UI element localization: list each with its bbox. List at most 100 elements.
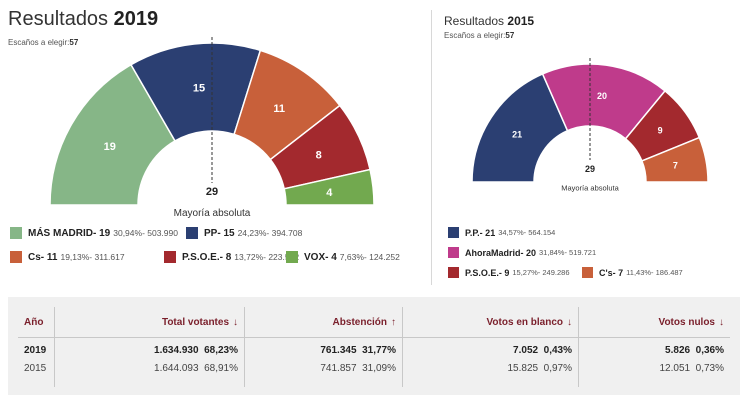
seats-to-elect-2019: Escaños a elegir:57 xyxy=(8,38,78,47)
legend-item-cs: Cs- 11 19,13%- 311.617 xyxy=(10,251,125,263)
value: 741.857 xyxy=(320,363,357,374)
legend-party-label: C's- 7 xyxy=(599,267,624,278)
row-2019-blank-votes: 7.052 0,43% xyxy=(513,345,572,356)
percent: 68,91% xyxy=(204,363,238,374)
arc-seat-label-p-s-o-e: 8 xyxy=(316,149,322,161)
legend-party-label: MÁS MADRID- 19 xyxy=(28,227,111,239)
col-header-null-votes[interactable]: Votos nulos ↓ xyxy=(659,317,724,328)
sort-down-icon[interactable]: ↓ xyxy=(233,317,238,328)
sort-up-icon[interactable]: ↑ xyxy=(391,317,396,328)
legend-detail: 19,13%- 311.617 xyxy=(60,252,125,262)
legend-item-ahoramadrid: AhoraMadrid- 20 31,84%- 519.721 xyxy=(448,247,596,258)
arc-segment-m-s-madrid xyxy=(49,63,177,206)
arc-seat-label-c-s: 7 xyxy=(673,160,678,170)
title-text: Resultados xyxy=(444,14,505,28)
seats-value: 57 xyxy=(69,38,79,47)
legend-party-label: P.S.O.E.- 8 xyxy=(182,251,232,263)
results-2019-title: Resultados 2019 xyxy=(8,8,158,31)
seats-value: 57 xyxy=(505,31,515,40)
col-header-abstention[interactable]: Abstención ↑ xyxy=(333,317,396,328)
column-divider xyxy=(578,307,579,387)
legend-swatch xyxy=(448,227,459,238)
percent: 31,77% xyxy=(362,345,396,356)
results-2019-panel: Resultados 2019 Escaños a elegir:57 19 15… xyxy=(0,0,430,290)
arc-seat-label-cs: 11 xyxy=(273,103,285,115)
legend-party-label: AhoraMadrid- 20 xyxy=(465,247,537,258)
majority-number: 29 xyxy=(585,164,595,174)
row-2019-year: 2019 xyxy=(24,345,47,356)
row-2015-blank-votes: 15.825 0,97% xyxy=(507,363,572,374)
column-divider xyxy=(244,307,245,387)
legend-item-vox: VOX- 4 7,63%- 124.252 xyxy=(286,251,400,263)
legend-detail: 11,43%- 186.487 xyxy=(626,268,683,277)
seats-label: Escaños a elegir: xyxy=(8,38,70,47)
parliament-chart-2019: 19 15 11 8 4 29 Mayoría absoluta xyxy=(49,37,375,219)
value: 1.644.093 xyxy=(154,363,199,374)
sort-down-icon[interactable]: ↓ xyxy=(567,317,572,328)
legend-swatch xyxy=(164,251,176,263)
arc-seat-label-p-s-o-e: 9 xyxy=(658,126,663,136)
row-2015-year: 2015 xyxy=(24,363,47,374)
majority-label: Mayoría absoluta xyxy=(174,208,251,219)
panel-divider xyxy=(431,10,432,285)
value: 12.051 xyxy=(659,363,691,374)
parliament-chart-2015: 21 20 9 7 29 Mayoría absoluta xyxy=(471,58,709,193)
arc-seat-label-vox: 4 xyxy=(326,187,333,199)
title-year: 2019 xyxy=(113,8,159,30)
col-header-label: Total votantes xyxy=(161,317,229,328)
majority-label: Mayoría absoluta xyxy=(561,184,619,193)
arc-segment-c-s xyxy=(640,136,709,183)
percent: 31,09% xyxy=(362,363,396,374)
percent: 0,97% xyxy=(543,363,572,374)
col-header-label: Abstención xyxy=(332,317,387,328)
title-text: Resultados xyxy=(8,8,109,30)
row-2019-abstention: 761.345 31,77% xyxy=(320,345,396,356)
legend-party-label: P.P.- 21 xyxy=(465,227,496,238)
legend-party-label: Cs- 11 xyxy=(28,251,58,263)
arc-seat-label-m-s-madrid: 19 xyxy=(104,141,116,153)
col-header-blank-votes[interactable]: Votos en blanco ↓ xyxy=(487,317,573,328)
arc-seat-label-ahoramadrid: 20 xyxy=(597,91,607,101)
legend-detail: 7,63%- 124.252 xyxy=(339,252,400,262)
value: 1.634.930 xyxy=(154,345,199,356)
legend-detail: 30,94%- 503.990 xyxy=(113,228,178,238)
legend-detail: 31,84%- 519.721 xyxy=(539,248,597,257)
legend-detail: 34,57%- 564.154 xyxy=(498,228,556,237)
col-header-total-voters[interactable]: Total votantes ↓ xyxy=(162,317,238,328)
results-2015-panel: Resultados 2015 Escaños a elegir:57 21 20… xyxy=(432,0,750,290)
legend-swatch xyxy=(10,251,22,263)
legend-swatch xyxy=(448,247,459,258)
row-2019-null-votes: 5.826 0,36% xyxy=(665,345,724,356)
sort-down-icon[interactable]: ↓ xyxy=(719,317,724,328)
legend-item-p-s-o-e: P.S.O.E.- 8 13,72%- 223.582 xyxy=(164,251,299,263)
col-header-label: Votos en blanco xyxy=(486,317,564,328)
legend-swatch xyxy=(186,227,198,239)
column-divider xyxy=(54,307,55,387)
turnout-table: Año Total votantes ↓ Abstención ↑ Votos en… xyxy=(8,297,740,395)
title-year: 2015 xyxy=(507,14,535,28)
value: 15.825 xyxy=(507,363,539,374)
legend-item-m-s-madrid: MÁS MADRID- 19 30,94%- 503.990 xyxy=(10,227,178,239)
percent: 0,43% xyxy=(543,345,572,356)
column-divider xyxy=(402,307,403,387)
legend-item-pp: PP- 15 24,23%- 394.708 xyxy=(186,227,302,239)
arc-seat-label-p-p: 21 xyxy=(512,130,522,140)
col-header-label: Votos nulos xyxy=(658,317,715,328)
legend-detail: 13,72%- 223.582 xyxy=(234,252,300,262)
legend-detail: 24,23%- 394.708 xyxy=(237,228,303,238)
percent: 0,73% xyxy=(695,363,724,374)
legend-party-label: PP- 15 xyxy=(204,227,235,239)
value: 5.826 xyxy=(665,345,691,356)
legend-detail: 15,27%- 249.286 xyxy=(512,268,570,277)
percent: 0,36% xyxy=(695,345,724,356)
row-2019-total-voters: 1.634.930 68,23% xyxy=(154,345,238,356)
header-divider xyxy=(18,337,730,338)
legend-swatch xyxy=(286,251,298,263)
legend-party-label: VOX- 4 xyxy=(304,251,337,263)
col-header-label: Año xyxy=(24,317,44,328)
legend-swatch xyxy=(448,267,459,278)
row-2015-null-votes: 12.051 0,73% xyxy=(659,363,724,374)
seats-to-elect-2015: Escaños a elegir:57 xyxy=(444,31,514,40)
row-2015-abstention: 741.857 31,09% xyxy=(320,363,396,374)
legend-item-p-p: P.P.- 21 34,57%- 564.154 xyxy=(448,227,555,238)
